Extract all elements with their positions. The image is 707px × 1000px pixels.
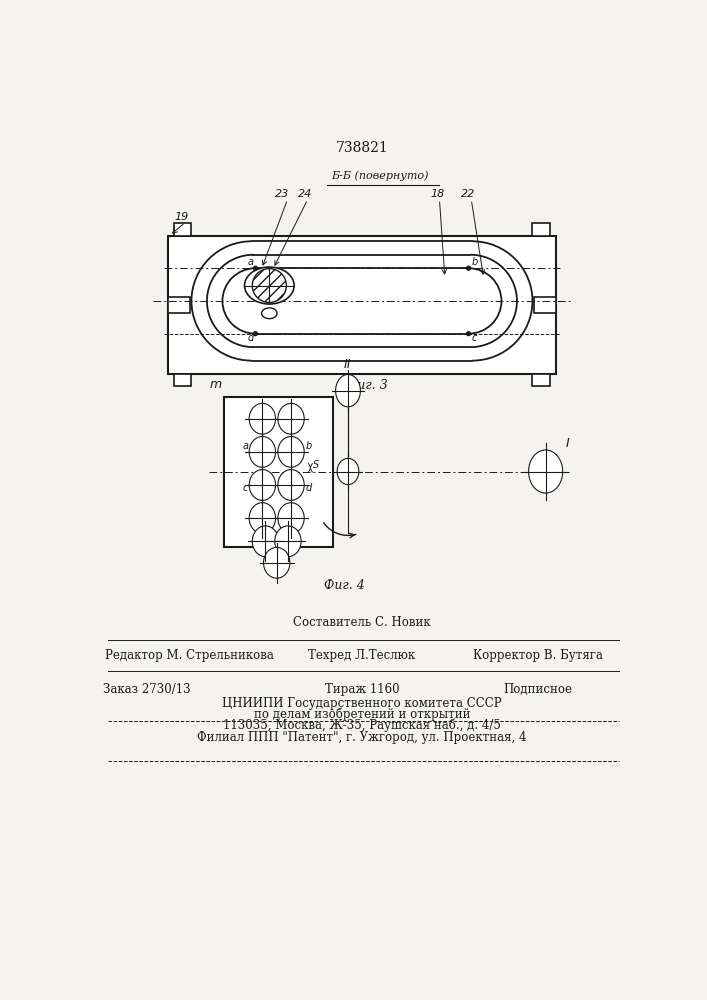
Ellipse shape (278, 436, 304, 467)
Ellipse shape (249, 470, 276, 500)
Ellipse shape (278, 503, 304, 533)
Text: Заказ 2730/13: Заказ 2730/13 (103, 683, 190, 696)
Text: Техред Л.Теслюк: Техред Л.Теслюк (308, 649, 416, 662)
Ellipse shape (252, 526, 279, 557)
Bar (168, 297, 190, 312)
Ellipse shape (337, 458, 359, 485)
Circle shape (253, 266, 257, 270)
Text: m: m (210, 378, 222, 391)
Bar (168, 235, 556, 374)
Text: b: b (472, 257, 478, 267)
Text: 23: 23 (275, 189, 289, 199)
Bar (224, 397, 332, 547)
Text: ЦНИИПИ Государственного комитета СССР: ЦНИИПИ Государственного комитета СССР (222, 697, 502, 710)
Ellipse shape (275, 526, 301, 557)
Text: Редактор М. Стрельникова: Редактор М. Стрельникова (105, 649, 274, 662)
Text: 24: 24 (298, 189, 312, 199)
Text: b: b (305, 441, 312, 451)
Text: Тираж 1160: Тираж 1160 (325, 683, 399, 696)
Text: Филиал ППП "Патент", г. Ужгород, ул. Проектная, 4: Филиал ППП "Патент", г. Ужгород, ул. Про… (197, 731, 527, 744)
Ellipse shape (249, 436, 276, 467)
Ellipse shape (336, 374, 361, 407)
Text: 18: 18 (430, 189, 444, 199)
Text: I: I (566, 437, 570, 450)
Text: d: d (247, 333, 254, 343)
Ellipse shape (278, 470, 304, 500)
Text: Составитель С. Новик: Составитель С. Новик (293, 616, 431, 629)
Text: 22: 22 (461, 189, 475, 199)
Ellipse shape (264, 547, 290, 578)
Text: c: c (472, 333, 477, 343)
Bar (532, 374, 549, 386)
Bar (175, 223, 192, 235)
Text: a: a (243, 441, 249, 451)
Text: Фиг. 4: Фиг. 4 (324, 579, 365, 592)
Text: Подписное: Подписное (503, 683, 573, 696)
Text: a: a (247, 257, 254, 267)
Text: c: c (243, 483, 248, 493)
Text: 113035, Москва, Ж-35, Раушская наб., д. 4/5: 113035, Москва, Ж-35, Раушская наб., д. … (223, 718, 501, 732)
Circle shape (467, 332, 470, 336)
Bar (534, 297, 556, 312)
Ellipse shape (249, 403, 276, 434)
Bar (532, 223, 549, 235)
Text: S: S (312, 460, 319, 470)
Ellipse shape (278, 403, 304, 434)
Ellipse shape (529, 450, 563, 493)
Ellipse shape (262, 308, 277, 319)
Text: Фиг. 3: Фиг. 3 (347, 379, 387, 392)
Ellipse shape (249, 503, 276, 533)
Text: d: d (305, 483, 312, 493)
Circle shape (253, 332, 257, 336)
Text: 738821: 738821 (336, 141, 388, 155)
Text: 19: 19 (174, 212, 189, 222)
Text: по делам изобретений и открытий: по делам изобретений и открытий (254, 707, 470, 721)
Text: II: II (344, 358, 351, 371)
Bar (175, 374, 192, 386)
Text: Корректор В. Бутяга: Корректор В. Бутяга (473, 649, 603, 662)
Text: Б-Б (повернуто): Б-Б (повернуто) (331, 171, 428, 181)
Circle shape (467, 266, 470, 270)
Ellipse shape (245, 267, 294, 304)
